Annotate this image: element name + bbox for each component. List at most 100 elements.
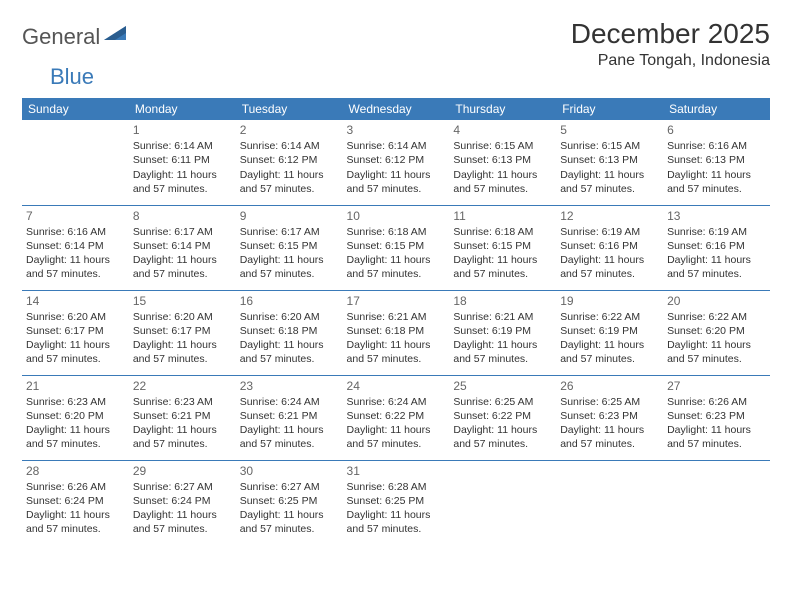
day-number: 8 bbox=[133, 208, 232, 224]
calendar-day-cell bbox=[663, 460, 770, 545]
day2-text: and 57 minutes. bbox=[347, 437, 446, 451]
sunset-text: Sunset: 6:11 PM bbox=[133, 153, 232, 167]
day1-text: Daylight: 11 hours bbox=[560, 423, 659, 437]
day1-text: Daylight: 11 hours bbox=[133, 508, 232, 522]
day2-text: and 57 minutes. bbox=[453, 352, 552, 366]
sunrise-text: Sunrise: 6:14 AM bbox=[240, 139, 339, 153]
sunrise-text: Sunrise: 6:27 AM bbox=[240, 480, 339, 494]
day1-text: Daylight: 11 hours bbox=[26, 338, 125, 352]
calendar-day-cell: 23Sunrise: 6:24 AMSunset: 6:21 PMDayligh… bbox=[236, 375, 343, 460]
sunrise-text: Sunrise: 6:24 AM bbox=[347, 395, 446, 409]
sunrise-text: Sunrise: 6:20 AM bbox=[133, 310, 232, 324]
day-number: 25 bbox=[453, 378, 552, 394]
sunrise-text: Sunrise: 6:20 AM bbox=[240, 310, 339, 324]
sunset-text: Sunset: 6:24 PM bbox=[133, 494, 232, 508]
day-number: 23 bbox=[240, 378, 339, 394]
day2-text: and 57 minutes. bbox=[667, 267, 766, 281]
day-number: 3 bbox=[347, 122, 446, 138]
day-number: 12 bbox=[560, 208, 659, 224]
sunset-text: Sunset: 6:14 PM bbox=[133, 239, 232, 253]
brand-triangle-icon bbox=[104, 26, 126, 49]
day2-text: and 57 minutes. bbox=[133, 267, 232, 281]
day2-text: and 57 minutes. bbox=[667, 182, 766, 196]
sunset-text: Sunset: 6:25 PM bbox=[240, 494, 339, 508]
day2-text: and 57 minutes. bbox=[453, 267, 552, 281]
calendar-day-cell: 5Sunrise: 6:15 AMSunset: 6:13 PMDaylight… bbox=[556, 120, 663, 205]
sunrise-text: Sunrise: 6:22 AM bbox=[560, 310, 659, 324]
day2-text: and 57 minutes. bbox=[347, 267, 446, 281]
sunset-text: Sunset: 6:21 PM bbox=[240, 409, 339, 423]
calendar-day-cell: 29Sunrise: 6:27 AMSunset: 6:24 PMDayligh… bbox=[129, 460, 236, 545]
sunset-text: Sunset: 6:16 PM bbox=[667, 239, 766, 253]
day2-text: and 57 minutes. bbox=[560, 267, 659, 281]
weekday-header: Monday bbox=[129, 98, 236, 120]
sunrise-text: Sunrise: 6:25 AM bbox=[453, 395, 552, 409]
day-number: 5 bbox=[560, 122, 659, 138]
calendar-day-cell bbox=[22, 120, 129, 205]
day2-text: and 57 minutes. bbox=[240, 267, 339, 281]
day2-text: and 57 minutes. bbox=[347, 182, 446, 196]
day1-text: Daylight: 11 hours bbox=[347, 423, 446, 437]
day2-text: and 57 minutes. bbox=[560, 352, 659, 366]
day-number: 19 bbox=[560, 293, 659, 309]
calendar-day-cell: 12Sunrise: 6:19 AMSunset: 6:16 PMDayligh… bbox=[556, 205, 663, 290]
brand-blue: Blue bbox=[50, 64, 94, 90]
day1-text: Daylight: 11 hours bbox=[26, 423, 125, 437]
sunrise-text: Sunrise: 6:28 AM bbox=[347, 480, 446, 494]
sunrise-text: Sunrise: 6:26 AM bbox=[26, 480, 125, 494]
day-number: 9 bbox=[240, 208, 339, 224]
day1-text: Daylight: 11 hours bbox=[560, 338, 659, 352]
weekday-header: Friday bbox=[556, 98, 663, 120]
day-number: 14 bbox=[26, 293, 125, 309]
calendar-week-row: 21Sunrise: 6:23 AMSunset: 6:20 PMDayligh… bbox=[22, 375, 770, 460]
calendar-week-row: 7Sunrise: 6:16 AMSunset: 6:14 PMDaylight… bbox=[22, 205, 770, 290]
sunrise-text: Sunrise: 6:23 AM bbox=[26, 395, 125, 409]
day1-text: Daylight: 11 hours bbox=[240, 168, 339, 182]
sunset-text: Sunset: 6:23 PM bbox=[667, 409, 766, 423]
sunset-text: Sunset: 6:14 PM bbox=[26, 239, 125, 253]
sunset-text: Sunset: 6:20 PM bbox=[667, 324, 766, 338]
sunrise-text: Sunrise: 6:27 AM bbox=[133, 480, 232, 494]
day-number: 11 bbox=[453, 208, 552, 224]
location: Pane Tongah, Indonesia bbox=[571, 52, 770, 70]
calendar-day-cell: 30Sunrise: 6:27 AMSunset: 6:25 PMDayligh… bbox=[236, 460, 343, 545]
day2-text: and 57 minutes. bbox=[240, 352, 339, 366]
calendar-page: General December 2025 Pane Tongah, Indon… bbox=[0, 0, 792, 555]
day2-text: and 57 minutes. bbox=[26, 267, 125, 281]
sunrise-text: Sunrise: 6:20 AM bbox=[26, 310, 125, 324]
brand-general: General bbox=[22, 24, 100, 50]
sunset-text: Sunset: 6:22 PM bbox=[347, 409, 446, 423]
sunrise-text: Sunrise: 6:17 AM bbox=[240, 225, 339, 239]
day1-text: Daylight: 11 hours bbox=[667, 253, 766, 267]
sunrise-text: Sunrise: 6:24 AM bbox=[240, 395, 339, 409]
calendar-header-row: Sunday Monday Tuesday Wednesday Thursday… bbox=[22, 98, 770, 120]
day-number: 1 bbox=[133, 122, 232, 138]
day2-text: and 57 minutes. bbox=[347, 352, 446, 366]
sunset-text: Sunset: 6:20 PM bbox=[26, 409, 125, 423]
calendar-day-cell: 20Sunrise: 6:22 AMSunset: 6:20 PMDayligh… bbox=[663, 290, 770, 375]
day1-text: Daylight: 11 hours bbox=[347, 168, 446, 182]
sunrise-text: Sunrise: 6:17 AM bbox=[133, 225, 232, 239]
day1-text: Daylight: 11 hours bbox=[560, 253, 659, 267]
day-number: 18 bbox=[453, 293, 552, 309]
day2-text: and 57 minutes. bbox=[133, 437, 232, 451]
weekday-header: Sunday bbox=[22, 98, 129, 120]
sunset-text: Sunset: 6:12 PM bbox=[240, 153, 339, 167]
sunset-text: Sunset: 6:24 PM bbox=[26, 494, 125, 508]
calendar-day-cell: 18Sunrise: 6:21 AMSunset: 6:19 PMDayligh… bbox=[449, 290, 556, 375]
calendar-day-cell: 3Sunrise: 6:14 AMSunset: 6:12 PMDaylight… bbox=[343, 120, 450, 205]
day1-text: Daylight: 11 hours bbox=[240, 508, 339, 522]
calendar-day-cell: 13Sunrise: 6:19 AMSunset: 6:16 PMDayligh… bbox=[663, 205, 770, 290]
month-title: December 2025 bbox=[571, 18, 770, 50]
day1-text: Daylight: 11 hours bbox=[453, 253, 552, 267]
sunrise-text: Sunrise: 6:21 AM bbox=[453, 310, 552, 324]
calendar-day-cell: 14Sunrise: 6:20 AMSunset: 6:17 PMDayligh… bbox=[22, 290, 129, 375]
calendar-week-row: 28Sunrise: 6:26 AMSunset: 6:24 PMDayligh… bbox=[22, 460, 770, 545]
day-number: 21 bbox=[26, 378, 125, 394]
day1-text: Daylight: 11 hours bbox=[133, 253, 232, 267]
day-number: 7 bbox=[26, 208, 125, 224]
day2-text: and 57 minutes. bbox=[133, 352, 232, 366]
day-number: 27 bbox=[667, 378, 766, 394]
day1-text: Daylight: 11 hours bbox=[667, 168, 766, 182]
sunrise-text: Sunrise: 6:26 AM bbox=[667, 395, 766, 409]
